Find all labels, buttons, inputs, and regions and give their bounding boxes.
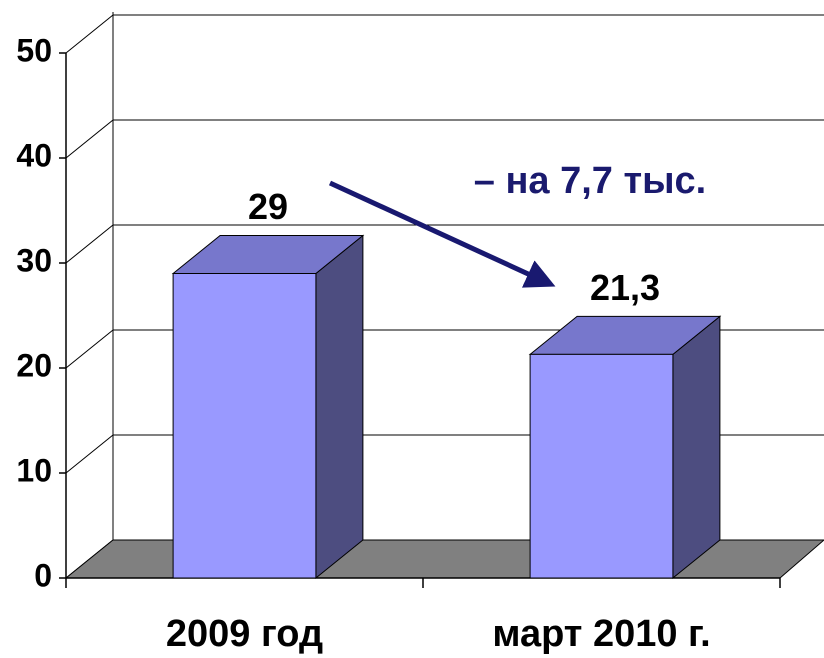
value-label: 21,3 — [590, 267, 660, 308]
grid-line — [65, 329, 114, 369]
bar-side — [672, 315, 721, 580]
bar — [529, 353, 674, 579]
grid-line — [65, 119, 114, 159]
arrow — [328, 180, 556, 288]
y-tick-label: 0 — [34, 557, 52, 593]
y-tick-label: 20 — [16, 347, 52, 383]
x-tick-label: март 2010 г. — [492, 613, 710, 655]
value-label: 29 — [248, 186, 288, 227]
bar — [172, 273, 317, 579]
grid-line — [65, 14, 114, 54]
grid-line — [65, 224, 114, 264]
y-tick-label: 50 — [16, 32, 52, 68]
x-tick-label: 2009 год — [166, 613, 323, 655]
y-tick-label: 30 — [16, 242, 52, 278]
bars — [171, 234, 722, 580]
y-tick-label: 10 — [16, 452, 52, 488]
bar-side — [315, 234, 364, 580]
grid-line — [65, 434, 114, 474]
annotation: – на 7,7 тыс. — [474, 160, 706, 202]
y-tick-label: 40 — [16, 137, 52, 173]
